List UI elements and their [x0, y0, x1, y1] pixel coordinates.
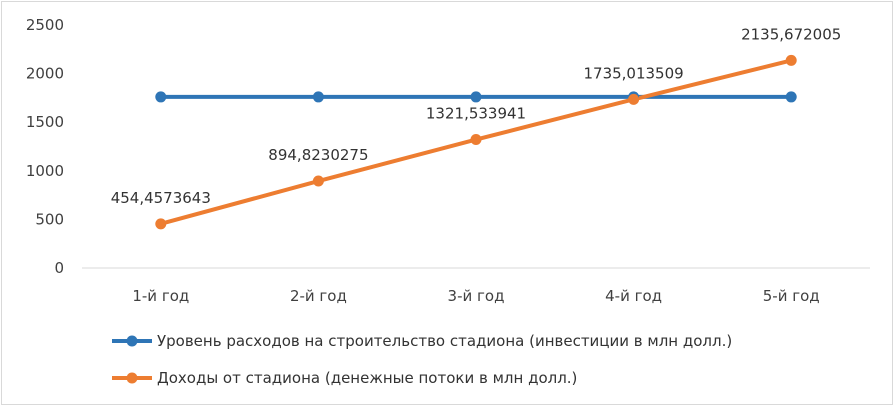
- data-labels: 454,4573643 894,8230275 1321,533941 1735,01…: [111, 25, 842, 206]
- x-tick-label: 2-й год: [290, 287, 347, 305]
- data-label: 454,4573643: [111, 189, 211, 207]
- legend: Уровень расходов на строительство стадио…: [112, 332, 732, 387]
- data-point: [312, 91, 324, 103]
- y-tick-label: 500: [35, 210, 64, 228]
- data-point: [785, 54, 797, 66]
- x-tick-label: 3-й год: [448, 287, 505, 305]
- data-label: 1735,013509: [583, 64, 683, 82]
- legend-entry-2: Доходы от стадиона (денежные потоки в мл…: [157, 369, 577, 387]
- data-label: 2135,672005: [741, 25, 841, 43]
- data-point: [155, 218, 167, 230]
- data-point: [470, 134, 482, 146]
- x-tick-label: 1-й год: [132, 287, 189, 305]
- y-tick-label: 1000: [26, 162, 64, 180]
- x-tick-label: 5-й год: [763, 287, 820, 305]
- data-label: 894,8230275: [268, 146, 368, 164]
- x-tick-label: 4-й год: [605, 287, 662, 305]
- legend-entry-1: Уровень расходов на строительство стадио…: [157, 332, 732, 350]
- data-label: 1321,533941: [426, 105, 526, 123]
- y-tick-label: 2500: [26, 16, 64, 34]
- y-tick-label: 2000: [26, 65, 64, 83]
- series-points: [155, 54, 797, 230]
- x-axis-ticks: 1-й год 2-й год 3-й год 4-й год 5-й год: [132, 287, 819, 305]
- data-point: [628, 93, 640, 105]
- y-tick-label: 0: [54, 259, 64, 277]
- data-point: [785, 91, 797, 103]
- legend-marker-2: [126, 372, 138, 384]
- data-point: [470, 91, 482, 103]
- y-tick-label: 1500: [26, 113, 64, 131]
- data-point: [312, 175, 324, 187]
- legend-marker-1: [126, 335, 138, 347]
- data-point: [155, 91, 167, 103]
- y-axis-ticks: 0 500 1000 1500 2000 2500: [26, 16, 64, 277]
